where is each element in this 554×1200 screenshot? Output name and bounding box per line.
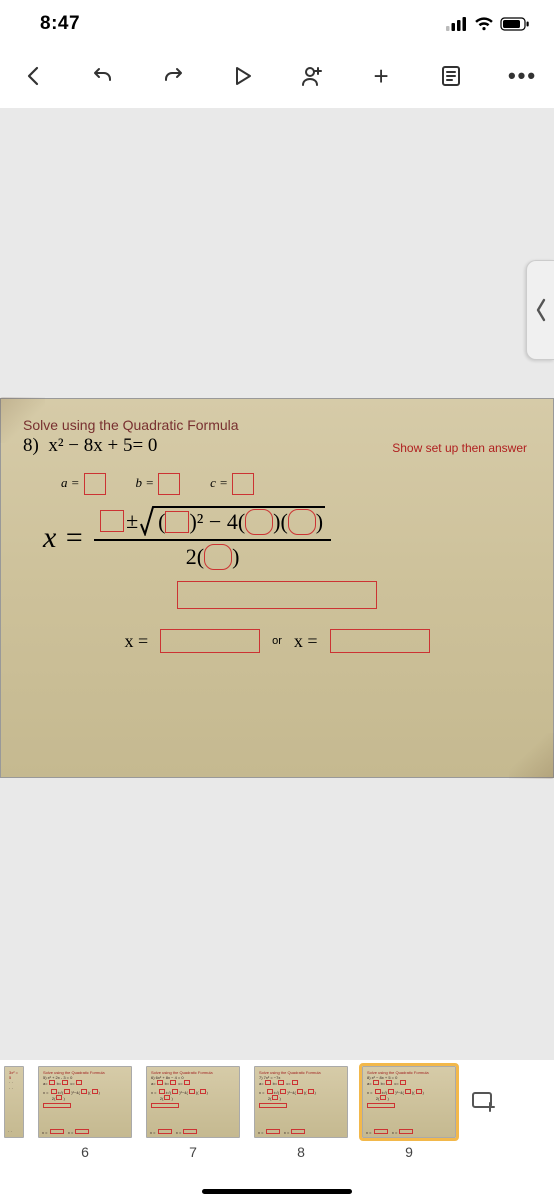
status-bar: 8:47 xyxy=(0,0,554,44)
side-panel-toggle[interactable] xyxy=(526,260,554,360)
play-button[interactable] xyxy=(230,64,254,88)
coeff-a-input[interactable] xyxy=(84,473,106,495)
app-toolbar: + ••• xyxy=(0,44,554,108)
cellular-icon xyxy=(446,17,468,31)
numerator: ± ( )² − 4( )( ) xyxy=(94,505,331,537)
fraction-bar xyxy=(94,539,331,541)
thumbnail-number: 7 xyxy=(189,1144,197,1160)
thumbnail[interactable]: Solve using the Quadratic Formula 6) 6x²… xyxy=(146,1066,240,1160)
radical: ( )² − 4( )( ) xyxy=(140,506,325,536)
plus-minus: ± xyxy=(126,508,138,534)
thumbnail-card: Solve using the Quadratic Formula 8) x² … xyxy=(362,1066,456,1138)
status-right xyxy=(446,17,530,31)
add-slide-button[interactable] xyxy=(470,1088,498,1116)
thumbnail-card: 3x² = 5 · ·· · · · xyxy=(4,1066,24,1138)
denominator: 2( ) xyxy=(180,543,246,571)
home-indicator[interactable] xyxy=(202,1189,352,1194)
thumbnail[interactable]: Solve using the Quadratic Formula 7) 7x²… xyxy=(254,1066,348,1160)
neg-b-input[interactable] xyxy=(100,510,124,532)
slide-corner-decoration xyxy=(509,733,554,779)
x-equals-label: x = xyxy=(43,521,84,555)
coeff-a: a = xyxy=(61,473,106,495)
thumbnail-card: Solve using the Quadratic Formula 7) 7x²… xyxy=(254,1066,348,1138)
paren-mid: )( xyxy=(273,509,288,535)
slide-title: Solve using the Quadratic Formula xyxy=(23,417,531,433)
slide-thumbnails: 3x² = 5 · ·· · · · Solve using the Quadr… xyxy=(0,1060,554,1180)
thumbnail[interactable]: Solve using the Quadratic Formula 8) x² … xyxy=(362,1066,456,1160)
paren-open: ( xyxy=(158,509,165,535)
denom-a-input[interactable] xyxy=(204,544,232,570)
x2-label: x = xyxy=(294,631,318,652)
coeff-a-label: a = xyxy=(61,475,80,490)
status-time: 8:47 xyxy=(40,13,80,35)
slide-corner-decoration xyxy=(0,397,45,443)
fraction: ± ( )² − 4( )( ) xyxy=(94,505,331,571)
thumbnail-card: Solve using the Quadratic Formula 6) 6x²… xyxy=(146,1066,240,1138)
thumbnail-card: Solve using the Quadratic Formula 5) x² … xyxy=(38,1066,132,1138)
add-collaborator-button[interactable] xyxy=(300,64,324,88)
a-input[interactable] xyxy=(245,509,273,535)
paren-close: ) xyxy=(316,509,323,535)
coeff-b-input[interactable] xyxy=(158,473,180,495)
back-button[interactable] xyxy=(22,64,46,88)
undo-button[interactable] xyxy=(91,64,115,88)
thumbnail-number: 6 xyxy=(81,1144,89,1160)
insert-button[interactable]: + xyxy=(369,64,393,88)
quadratic-formula: x = ± ( )² − 4( )( ) xyxy=(43,505,531,571)
coeff-c: c = xyxy=(210,473,254,495)
wifi-icon xyxy=(474,17,494,31)
c-input[interactable] xyxy=(288,509,316,535)
x1-label: x = xyxy=(124,631,148,652)
x1-input[interactable] xyxy=(160,629,260,653)
more-button[interactable]: ••• xyxy=(508,64,532,88)
close-paren: ) xyxy=(232,544,239,570)
slide-hint: Show set up then answer xyxy=(392,441,527,455)
work-area-input[interactable] xyxy=(177,581,377,609)
or-label: or xyxy=(272,635,282,647)
doc-menu-button[interactable] xyxy=(439,64,463,88)
slide[interactable]: Solve using the Quadratic Formula 8) x² … xyxy=(0,398,554,778)
redo-button[interactable] xyxy=(161,64,185,88)
sq-minus-4-paren: )² − 4( xyxy=(189,509,245,535)
coeff-b: b = xyxy=(136,473,181,495)
battery-icon xyxy=(500,17,530,31)
thumbnail-number: 9 xyxy=(405,1144,413,1160)
x2-input[interactable] xyxy=(330,629,430,653)
solution-row: x = or x = xyxy=(23,629,531,653)
thumb-title: 3x² = 5 xyxy=(9,1070,19,1080)
thumbnail-number: 8 xyxy=(297,1144,305,1160)
radical-icon xyxy=(140,506,156,536)
coeff-c-input[interactable] xyxy=(232,473,254,495)
coeff-c-label: c = xyxy=(210,475,228,490)
coeff-row: a = b = c = xyxy=(61,473,531,495)
two-open-paren: 2( xyxy=(186,544,204,570)
b-squared-input[interactable] xyxy=(165,511,189,533)
canvas-area: Solve using the Quadratic Formula 8) x² … xyxy=(0,108,554,1068)
equation-text: x² − 8x + 5= 0 xyxy=(48,435,157,456)
coeff-b-label: b = xyxy=(136,475,155,490)
thumbnail[interactable]: 3x² = 5 · ·· · · · xyxy=(4,1066,24,1144)
thumbnail[interactable]: Solve using the Quadratic Formula 5) x² … xyxy=(38,1066,132,1160)
